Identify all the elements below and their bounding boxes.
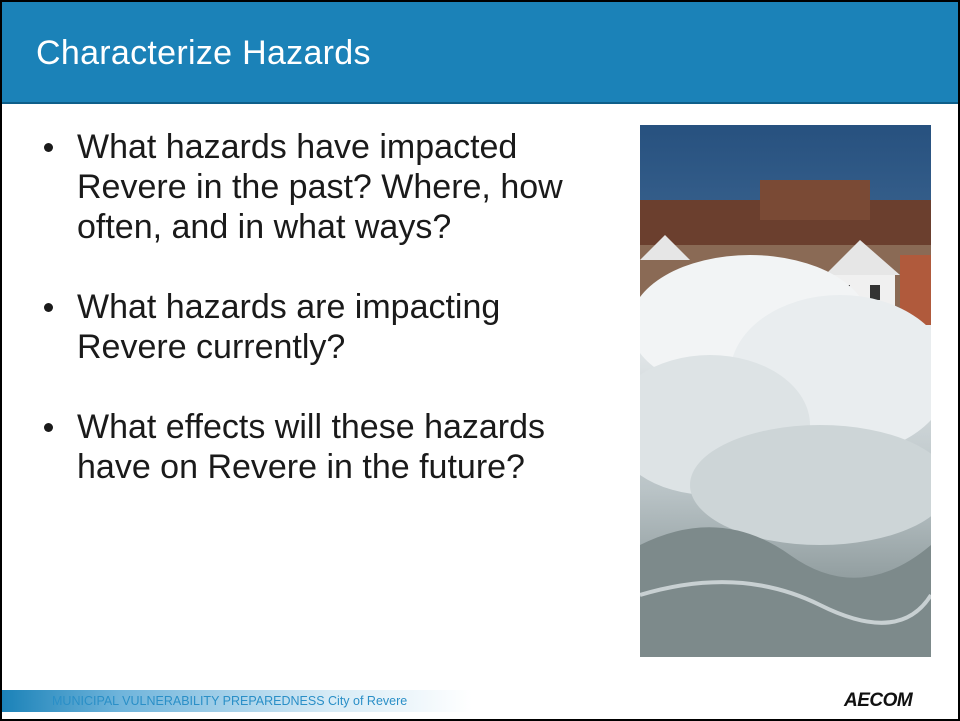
- bullet-list: What hazards have impacted Revere in the…: [42, 127, 602, 527]
- bullet: What hazards are impacting Revere curren…: [42, 287, 602, 367]
- logo: AECOM: [844, 690, 912, 712]
- bullet: What effects will these hazards have on …: [42, 407, 602, 487]
- slide-title: Characterize Hazards: [36, 34, 371, 73]
- header-band: Characterize Hazards: [2, 2, 958, 104]
- slide: Characterize Hazards What hazards have i…: [0, 0, 960, 721]
- footer-program: MUNICIPAL VULNERABILITY PREPAREDNESS: [52, 694, 325, 708]
- footer-city: City of Revere: [328, 694, 407, 708]
- footer-text: MUNICIPAL VULNERABILITY PREPAREDNESS Cit…: [52, 694, 407, 708]
- bullet: What hazards have impacted Revere in the…: [42, 127, 602, 247]
- storm-photo: [640, 125, 931, 657]
